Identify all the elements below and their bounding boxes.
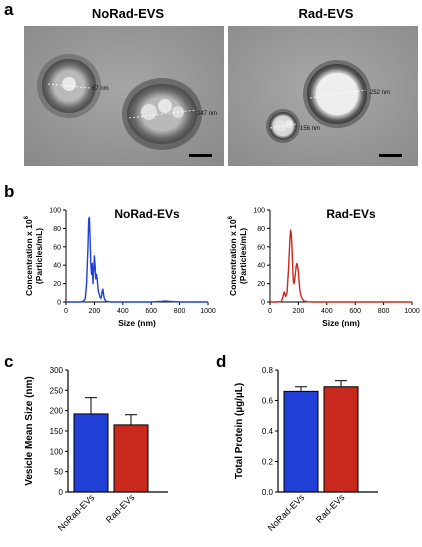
x-tick-label: 200 — [293, 308, 305, 315]
bar — [73, 413, 109, 493]
measure-line — [128, 109, 197, 119]
x-tick-label: 400 — [321, 308, 333, 315]
x-tick-label: 200 — [89, 308, 101, 315]
y-tick-label: 100 — [253, 208, 265, 215]
panel-letter-a: a — [4, 0, 14, 19]
x-axis-label: Size (nm) — [322, 318, 360, 328]
y-tick-label: 60 — [53, 244, 61, 251]
y-tick-label: 0.4 — [262, 427, 274, 436]
y-axis-label-text: Concentration x 10 — [228, 219, 238, 296]
em-image-rad-svg: 252 nm 156 nm — [228, 26, 418, 166]
y-tick-label: 0.2 — [262, 458, 274, 467]
x-tick-label-group: Rad-EVs — [314, 492, 347, 525]
em-image-norad-svg: 67 nm 247 nm — [24, 26, 224, 166]
x-tick-label: 400 — [117, 308, 129, 315]
y-tick-label: 300 — [50, 366, 64, 375]
y-axis-label: Vesicle Mean Size (nm) — [24, 376, 35, 486]
chart-title: Rad-EVs — [326, 207, 376, 221]
vesicle-core — [275, 120, 287, 132]
vesicle-core — [158, 99, 172, 113]
x-tick-label: NoRad-EVs — [266, 492, 307, 533]
x-tick-label: 0 — [268, 308, 272, 315]
measurement-label: 67 nm — [92, 86, 109, 92]
x-tick-label-group: Rad-EVs — [104, 492, 137, 525]
em-title-rad: Rad-EVS — [298, 6, 354, 21]
y-tick-label: 80 — [257, 226, 265, 233]
measurement-label: 252 nm — [370, 90, 390, 96]
measure-line — [309, 89, 367, 99]
total-protein-chart: 0.0 0.2 0.4 0.6 0.8 Total Protein (µg/µL) NoRa… — [234, 366, 378, 533]
x-tick-label: 600 — [349, 308, 361, 315]
vesicle-size-chart: 0 50 100 150 200 250 300 Vesicle Mean Size (nm)… — [24, 366, 168, 533]
y-tick-label: 40 — [53, 263, 61, 270]
measure-line — [47, 83, 91, 89]
measure-line — [269, 123, 297, 129]
y-tick-label: 50 — [54, 468, 63, 477]
vesicle-core — [316, 73, 358, 115]
x-tick-label: 0 — [64, 308, 68, 315]
x-tick-label-group: NoRad-EVs — [56, 492, 97, 533]
y-axis-label-line1: Concentration x 106 — [24, 215, 34, 296]
y-tick-label: 0.8 — [262, 366, 274, 375]
series-line — [270, 229, 412, 303]
panel-letter-c: c — [4, 352, 14, 371]
y-axis-label-group: Total Protein (µg/µL) — [234, 383, 245, 479]
y-tick-label: 0 — [59, 488, 64, 497]
panel-letter-b: b — [4, 182, 15, 201]
x-tick-label: 800 — [174, 308, 186, 315]
x-tick-label: 1000 — [200, 308, 216, 315]
x-tick-label: NoRad-EVs — [56, 492, 97, 533]
y-axis-label: Concentration x 106(Particles/mL) — [228, 215, 248, 296]
y-axis-label-text: Concentration x 10 — [24, 219, 34, 296]
em-image-rad: 252 nm 156 nm — [228, 26, 418, 166]
y-axis-label-exponent: 6 — [24, 215, 30, 219]
y-tick-label: 20 — [257, 281, 265, 288]
bar — [283, 390, 319, 493]
y-axis-label-exponent: 6 — [228, 215, 234, 219]
bar — [113, 424, 149, 493]
chart-title: NoRad-EVs — [114, 207, 180, 221]
bar — [323, 386, 359, 493]
y-tick-label: 100 — [50, 447, 64, 456]
y-tick-label: 0.0 — [262, 488, 274, 497]
measurement-label: 156 nm — [300, 126, 320, 132]
y-tick-label: 0 — [57, 300, 61, 307]
scale-bar — [379, 154, 402, 157]
y-axis-label-line2: (Particles/mL) — [34, 228, 44, 284]
x-tick-label: 800 — [378, 308, 390, 315]
y-tick-label: 0 — [261, 300, 265, 307]
y-tick-label: 20 — [53, 281, 61, 288]
y-tick-label: 250 — [50, 386, 64, 395]
em-title-norad: NoRad-EVS — [91, 6, 165, 21]
vesicle-core — [285, 120, 293, 128]
x-tick-label: 1000 — [404, 308, 420, 315]
y-tick-label: 80 — [53, 226, 61, 233]
y-axis-label: Concentration x 106(Particles/mL) — [24, 215, 44, 296]
em-image-norad: 67 nm 247 nm — [24, 26, 224, 166]
x-tick-label-group: NoRad-EVs — [266, 492, 307, 533]
y-tick-label: 40 — [257, 263, 265, 270]
y-axis-label: Total Protein (µg/µL) — [234, 383, 245, 479]
x-tick-label: Rad-EVs — [314, 492, 347, 525]
panel-letter-d: d — [216, 352, 227, 371]
y-tick-label: 200 — [50, 407, 64, 416]
vesicle-core — [141, 104, 157, 120]
y-tick-label: 150 — [50, 427, 64, 436]
measurement-label: 247 nm — [197, 111, 217, 117]
y-axis-label-line2: (Particles/mL) — [238, 228, 248, 284]
y-tick-label: 100 — [49, 208, 61, 215]
vesicle-core — [62, 77, 76, 91]
series-line — [66, 216, 208, 303]
y-axis-label-line1: Concentration x 106 — [228, 215, 238, 296]
y-tick-label: 60 — [257, 244, 265, 251]
y-axis-label-group: Vesicle Mean Size (nm) — [24, 376, 35, 486]
x-tick-label: 600 — [145, 308, 157, 315]
scale-bar — [189, 154, 212, 157]
y-tick-label: 0.6 — [262, 397, 274, 406]
x-tick-label: Rad-EVs — [104, 492, 137, 525]
x-axis-label: Size (nm) — [118, 318, 156, 328]
